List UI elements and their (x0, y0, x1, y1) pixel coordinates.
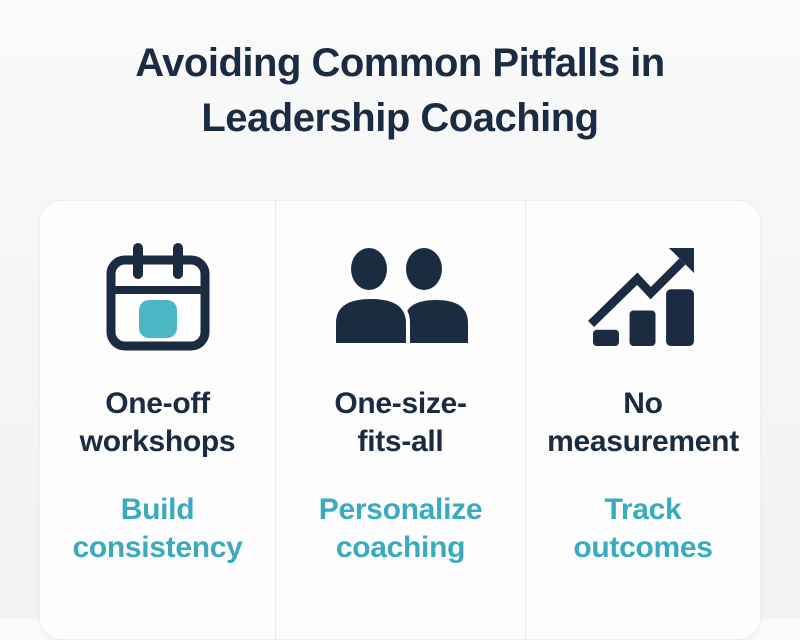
pitfall-label: One-size- fits-all (334, 387, 467, 458)
pitfalls-card: One-off workshops Build consistency One-… (39, 200, 761, 640)
calendar-icon (102, 241, 214, 353)
people-icon (333, 241, 468, 353)
solution-label: Track outcomes (573, 493, 713, 564)
page-title: Avoiding Common Pitfalls in Leadership C… (135, 41, 665, 140)
infographic-page: Avoiding Common Pitfalls in Leadership C… (39, 41, 761, 640)
pitfall-label: No measurement (547, 387, 739, 458)
pitfall-column-one-off-workshops: One-off workshops Build consistency (40, 201, 275, 639)
pitfall-label: One-off workshops (79, 387, 236, 458)
bar-chart-arrow-icon (587, 241, 699, 353)
pitfall-column-one-size-fits-all: One-size- fits-all Personalize coaching (275, 201, 525, 639)
solution-label: Build consistency (72, 493, 243, 564)
solution-label: Personalize coaching (318, 493, 483, 564)
pitfall-column-no-measurement: No measurement Track outcomes (525, 201, 760, 639)
